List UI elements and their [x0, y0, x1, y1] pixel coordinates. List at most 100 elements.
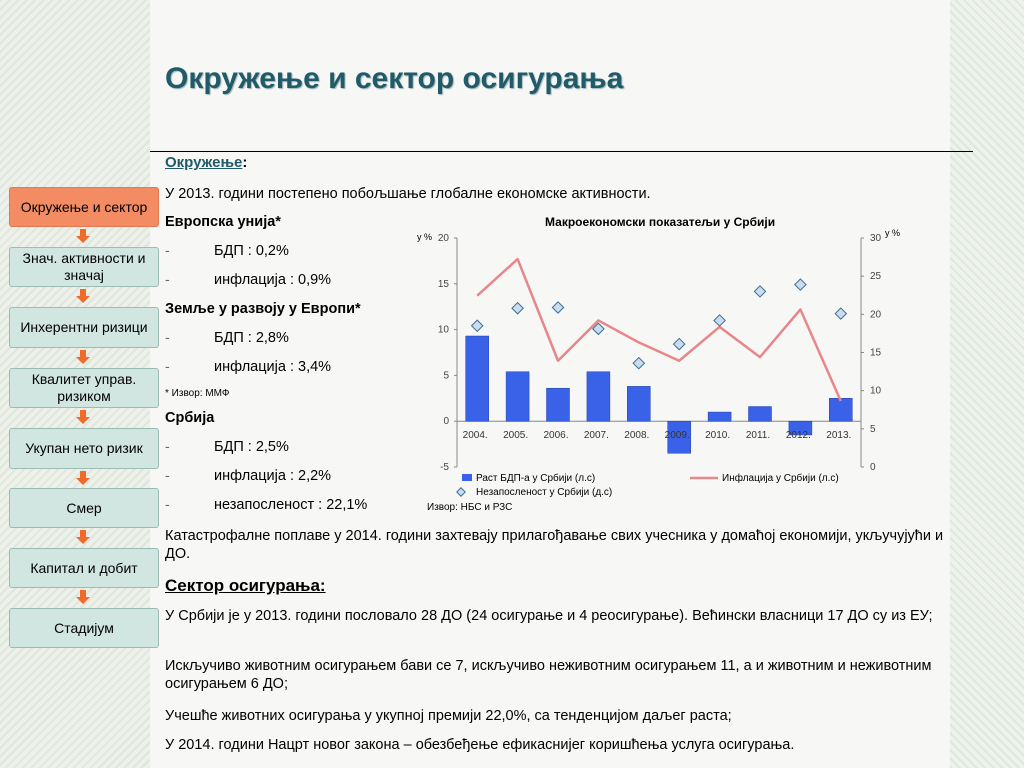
y-tick-label-right: 0 — [870, 462, 876, 473]
eu-gdp: БДП : 0,2% — [214, 243, 289, 259]
bullet-dash: - — [165, 496, 170, 512]
sector-heading: Сектор осигурања: — [165, 576, 326, 595]
y-axis-left-label: у % — [417, 232, 432, 242]
y-tick-label-left: 20 — [438, 233, 450, 244]
down-arrow-icon — [76, 289, 90, 303]
nav-item-risk-management[interactable]: Квалитет управ. ризиком — [9, 368, 159, 408]
unemployment-point — [551, 301, 565, 314]
gdp-bar — [546, 387, 570, 422]
sector-paragraph-1: У Србији је у 2013. години пословало 28 … — [165, 608, 933, 624]
unemployment-point — [834, 307, 848, 320]
serbia-inflation: инфлација : 2,2% — [214, 468, 332, 484]
floods-paragraph: Катастрофалне поплаве у 2014. години зах… — [165, 528, 944, 562]
down-arrow-icon — [76, 530, 90, 544]
bullet-dash: - — [165, 271, 170, 287]
sector-paragraph-4: У 2014. години Нацрт новог закона – обез… — [165, 737, 795, 753]
eu-heading: Европска унија* — [165, 214, 281, 230]
unemployment-point — [713, 314, 726, 327]
chart-title: Макроекономски показатељи у Србији — [545, 215, 776, 229]
x-tick-label: 2012. — [786, 430, 811, 441]
nav-item-stage[interactable]: Стадијум — [9, 608, 159, 648]
gdp-bar — [586, 371, 611, 422]
unemployment-point — [511, 301, 524, 315]
down-arrow-icon — [76, 350, 90, 364]
y-tick-label-right: 20 — [870, 309, 882, 320]
chart-legend: Раст БДП-а у Србији (л.с) Инфлација у Ср… — [456, 472, 839, 498]
unemployment-point — [672, 337, 686, 351]
gdp-bar — [505, 371, 530, 422]
legend-swatch-unemployment — [456, 487, 466, 497]
legend-label-gdp: Раст БДП-а у Србији (л.с) — [476, 472, 595, 484]
bullet-dash: - — [165, 358, 170, 374]
gdp-bar — [748, 406, 772, 422]
sector-paragraph-3: Учешће животних осигурања у укупној прем… — [165, 708, 732, 724]
legend-label-unemployment: Незапосленост у Србији (д.с) — [476, 486, 612, 498]
nav-item-environment[interactable]: Окружење и сектор — [9, 187, 159, 227]
y-tick-label-right: 15 — [870, 348, 882, 359]
y-tick-label-left: 5 — [443, 370, 449, 381]
legend-label-inflation: Инфлација у Србији (л.с) — [722, 472, 839, 484]
y-tick-label-right: 5 — [870, 424, 876, 435]
nav-item-inherent-risks[interactable]: Инхерентни ризици — [9, 307, 159, 348]
x-tick-label: 2007. — [584, 430, 609, 441]
down-arrow-icon — [76, 471, 90, 485]
x-tick-label: 2009. — [665, 430, 690, 441]
y-tick-label-left: 0 — [443, 416, 449, 427]
y-tick-label-right: 30 — [870, 233, 882, 244]
serbia-gdp: БДП : 2,5% — [214, 439, 289, 455]
gdp-bar — [788, 420, 813, 436]
x-tick-label: 2010. — [705, 430, 730, 441]
unemployment-point — [794, 278, 807, 291]
developing-heading: Земље у развоју у Европи* — [165, 301, 361, 317]
title-divider — [150, 151, 973, 152]
developing-gdp: БДП : 2,8% — [214, 330, 289, 346]
down-arrow-icon — [76, 229, 90, 243]
nav-item-net-risk[interactable]: Укупан нето ризик — [9, 428, 159, 469]
y-tick-label-right: 10 — [870, 386, 882, 397]
y-tick-label-right: 25 — [870, 271, 882, 282]
developing-inflation: инфлација : 3,4% — [214, 359, 332, 375]
serbia-unemployment: незапосленост : 22,1% — [214, 497, 368, 513]
x-tick-label: 2005. — [503, 430, 528, 441]
legend-swatch-gdp — [462, 474, 472, 481]
background-pattern-right — [950, 0, 1024, 768]
bullet-dash: - — [165, 467, 170, 483]
x-tick-label: 2013. — [826, 430, 851, 441]
gdp-bar — [465, 335, 489, 422]
y-tick-label-left: -5 — [440, 462, 449, 473]
unemployment-point — [753, 285, 767, 298]
nav-item-direction[interactable]: Смер — [9, 488, 159, 528]
environment-heading: Окружење: — [165, 154, 248, 171]
unemployment-point — [632, 356, 646, 370]
gdp-bar — [829, 398, 853, 422]
environment-intro: У 2013. години постепено побољшање глоба… — [165, 186, 651, 202]
y-tick-label-left: 10 — [438, 325, 450, 336]
inflation-line — [476, 257, 842, 402]
imf-source: * Извор: ММФ — [165, 388, 230, 399]
nav-item-significance[interactable]: Знач. активности и значај — [9, 247, 159, 287]
x-tick-label: 2008. — [624, 430, 649, 441]
gdp-bar — [707, 411, 732, 422]
nav-item-capital-profit[interactable]: Капитал и добит — [9, 548, 159, 588]
chart-source: Извор: НБС и РЗС — [427, 502, 512, 513]
y-axis-right-label: у % — [885, 228, 900, 238]
sector-paragraph-2: Искључиво животним осигурањем бави се 7,… — [165, 658, 932, 692]
content-background — [150, 0, 950, 768]
unemployment-point — [592, 322, 605, 336]
bullet-dash: - — [165, 242, 170, 258]
serbia-heading: Србија — [165, 410, 215, 426]
page-title: Окружење и сектор осигурања — [165, 62, 624, 95]
bullet-dash: - — [165, 329, 170, 345]
gdp-bar — [667, 420, 691, 454]
eu-inflation: инфлација : 0,9% — [214, 272, 332, 288]
down-arrow-icon — [76, 590, 90, 604]
x-tick-label: 2004. — [463, 430, 488, 441]
gdp-bar — [627, 386, 651, 422]
bullet-dash: - — [165, 438, 170, 454]
y-tick-label-left: 15 — [438, 279, 450, 290]
x-tick-label: 2006. — [543, 430, 568, 441]
unemployment-point — [470, 319, 484, 333]
x-tick-label: 2011. — [746, 430, 770, 441]
down-arrow-icon — [76, 410, 90, 424]
